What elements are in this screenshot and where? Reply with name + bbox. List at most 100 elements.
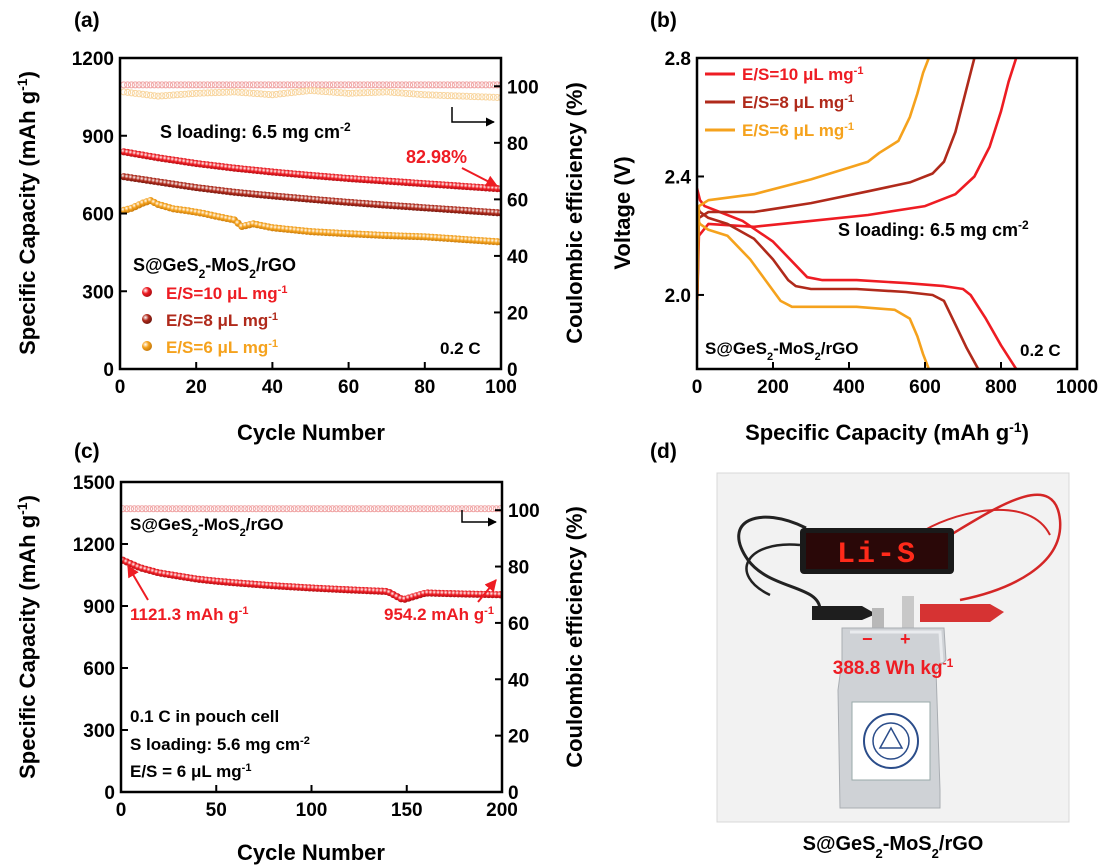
minus-sign: − — [862, 629, 873, 649]
panel-c-first-arrow — [127, 564, 149, 601]
panel-c-ce-point — [473, 505, 481, 513]
panel-a-ce-point — [284, 81, 292, 89]
panel-a-ce-point — [215, 88, 223, 96]
panel-a-ce-point — [398, 81, 406, 89]
legend-b-entry-1-sup: -1 — [854, 65, 864, 77]
panel-a-ce-point — [364, 89, 372, 97]
panel-c-ce-point — [481, 505, 489, 513]
panel-c-label: (c) — [74, 440, 100, 463]
panel-b-x-tick-label: 200 — [757, 377, 789, 398]
panel-a-ce-point — [154, 92, 162, 100]
panel-a-ce-point — [143, 91, 151, 99]
panel-a-ce-point — [166, 91, 174, 99]
panel-a-ce-point — [207, 81, 215, 89]
panel-a-ce-point — [428, 91, 436, 99]
panel-a-ce-point — [272, 81, 280, 89]
panel-a-ce-point — [146, 81, 154, 89]
panel-a-ce-point — [211, 89, 219, 97]
legend-a-entry-3-label: E/S=6 μL mg — [166, 338, 268, 357]
panel-c-y2-tick-label: 20 — [508, 727, 529, 748]
panel-a-retention-arrow — [461, 167, 499, 187]
panel-c-x-tick-label: 200 — [486, 800, 518, 821]
panel-c-ce-point — [203, 505, 211, 513]
legend-a-marker-3 — [142, 341, 152, 351]
panel-c-ce-point — [149, 505, 157, 513]
panel-a-ce-point — [451, 81, 459, 89]
panel-c-y2-tick-label: 60 — [508, 614, 529, 635]
panel-c-ce-point — [187, 505, 195, 513]
panel-a-ce-point — [246, 89, 254, 97]
panel-a-rate: 0.2 C — [440, 339, 481, 358]
panel-b-curve — [697, 58, 1018, 310]
panel-c-loading-main: S loading: 5.6 mg cm — [130, 735, 300, 754]
panel-c-ce-point — [355, 505, 363, 513]
panel-c-ce-point — [340, 505, 348, 513]
panel-b-frame — [695, 56, 1079, 371]
panel-c-ce-point — [271, 505, 279, 513]
panel-a-ce-point — [383, 88, 391, 96]
panel-a-ce-point — [489, 93, 497, 101]
panel-a-ce-point — [402, 81, 410, 89]
panel-a-ce-point — [352, 81, 360, 89]
panel-a-ce-point — [196, 81, 204, 89]
panel-a-ce-point — [364, 81, 372, 89]
panel-b-loading-main: S loading: 6.5 mg cm — [838, 220, 1018, 240]
panel-a-ce-point — [318, 87, 326, 95]
panel-a-ce-point — [166, 81, 174, 89]
panel-a-ce-point — [425, 81, 433, 89]
panel-a-ce-point — [291, 88, 299, 96]
panel-c-ce-point — [256, 505, 264, 513]
panel-a-ce-point — [383, 81, 391, 89]
panel-a-ce-point — [268, 91, 276, 99]
panel-a-ce-point — [173, 91, 181, 99]
panel-c-ce-point — [309, 505, 317, 513]
panel-a-ce-point — [482, 93, 490, 101]
panel-c-ce-point — [405, 505, 413, 513]
panel-a-ce-point — [421, 81, 429, 89]
panel-a-ce-point — [406, 81, 414, 89]
panel-a-ce-point — [356, 89, 364, 97]
panel-c-ce-point — [218, 505, 226, 513]
panel-a-ce-point — [196, 89, 204, 97]
panel-a-ce-point — [486, 81, 494, 89]
panel-a-ce-point — [417, 81, 425, 89]
panel-b-y-tick-label: 2.0 — [665, 286, 691, 307]
panel-c-ce-point — [328, 505, 336, 513]
panel-c-material-p1: 2 — [192, 527, 198, 539]
panel-c-ce-arrow — [461, 510, 497, 527]
panel-a-ce-point — [367, 81, 375, 89]
panel-b-x-tick-label: 800 — [985, 377, 1017, 398]
university-seal-ring — [863, 713, 919, 769]
panel-a-ce-point — [360, 81, 368, 89]
panel-c-ce-point — [378, 505, 386, 513]
panel-b-xlabel-end: ) — [1022, 420, 1029, 445]
panel-c-ce-point — [447, 505, 455, 513]
legend-a-entry-2: E/S=8 μL mg-1 — [166, 311, 278, 330]
panel-c-y2-tick-label: 0 — [508, 783, 519, 804]
legend-a-entry-1-label: E/S=10 μL mg — [166, 284, 278, 303]
plus-sign: + — [900, 629, 911, 649]
panel-a-ce-point — [318, 81, 326, 89]
panel-a-ce-point — [444, 92, 452, 100]
panel-a-ce-point — [188, 81, 196, 89]
panel-b-curve — [697, 217, 931, 369]
panel-a-y-tick-label: 1200 — [72, 49, 114, 70]
panel-c-x-tick-label: 0 — [116, 800, 127, 821]
panel-c-ce-point — [466, 505, 474, 513]
panel-a-ce-point — [470, 81, 478, 89]
panel-c-last-value: 954.2 mAh g-1 — [384, 605, 494, 624]
panel-a-ce-point — [379, 88, 387, 96]
panel-b-ylabel-text: Voltage (V) — [610, 156, 635, 269]
panel-c-y-tick-label: 900 — [83, 597, 115, 618]
panel-a-ce-point — [387, 88, 395, 96]
panel-d-caption: S@GeS2-MoS2/rGO — [803, 833, 984, 861]
panel-c-ce-point — [332, 505, 340, 513]
panel-a-ce-point — [417, 90, 425, 98]
legend-a-entry-2-sup: -1 — [268, 311, 278, 323]
panel-a-ce-point — [211, 81, 219, 89]
panel-c-ce-point — [424, 505, 432, 513]
svg-text:Specific Capacity (mAh g-1): Specific Capacity (mAh g-1) — [14, 71, 40, 355]
panel-c-capacity-point — [496, 591, 502, 599]
panel-a-ce-point — [409, 81, 417, 89]
panel-a-ce-point — [226, 88, 234, 96]
